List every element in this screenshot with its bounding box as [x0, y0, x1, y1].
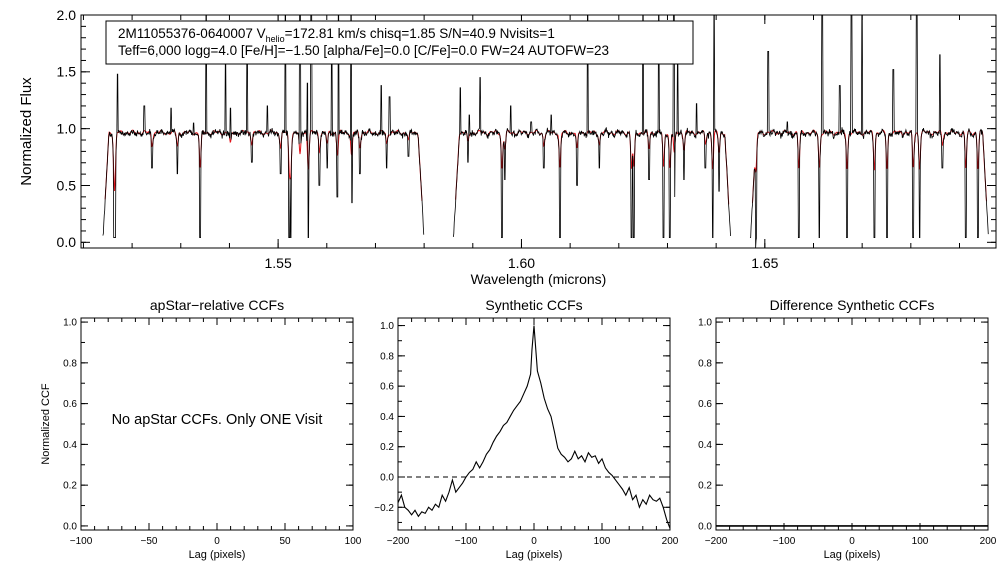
- apstar-ccf-panel: −100 −50 0 50 100 0.0 0.2 0.4 0.6 0.8 1.0 apStar−re…: [40, 297, 362, 561]
- x-tick-label: 100: [594, 536, 611, 547]
- y-tick-label: 0.5: [57, 177, 77, 193]
- x-tick-label: 1.55: [264, 255, 291, 271]
- synthetic-ccf-axes: −200 −100 0 100 200 −0.2 0.0 0.2 0.4 0.6 0.8 1.0 Syn…: [374, 297, 679, 561]
- apstar_ccf-title: apStar−relative CCFs: [150, 297, 284, 313]
- y-tick-label: 0.2: [63, 481, 77, 492]
- x-tick-label: −100: [455, 536, 478, 547]
- spectrum-panel: 1.55 1.60 1.65 0.0 0.5 1.0 1.5 2.0 Wavelength (m…: [18, 7, 997, 287]
- y-tick-label: 1.0: [380, 321, 394, 332]
- x-tick-label: 1.60: [508, 255, 535, 271]
- info-box-frame: [105, 20, 694, 65]
- apstar_ccf-xlabel: Lag (pixels): [189, 549, 246, 561]
- observed-spectrum-chip-3: [749, 14, 989, 249]
- y-tick-label: 0.8: [698, 358, 712, 369]
- difference-ccf-axes: −200 −100 0 100 200 0.0 0.2 0.4 0.6 0.8 1.0 Differe…: [698, 297, 997, 561]
- info-line-1: 2M11055376-0640007 Vhelio=172.81 km/s ch…: [118, 26, 555, 44]
- y-tick-label: 0.8: [380, 351, 394, 362]
- observed-spectrum-chip-1: [102, 14, 425, 238]
- info-box: 2M11055376-0640007 Vhelio=172.81 km/s ch…: [105, 20, 694, 65]
- y-tick-label: 0.2: [698, 481, 712, 492]
- y-tick-label: 0.4: [63, 440, 77, 451]
- y-tick-label: 0.6: [63, 399, 77, 410]
- y-tick-label: 0.0: [57, 234, 77, 250]
- x-tick-label: −50: [141, 536, 158, 547]
- y-tick-label: 0.0: [63, 521, 77, 532]
- y-tick-label: 0.0: [698, 521, 712, 532]
- spectrum-axes: 1.55 1.60 1.65 0.0 0.5 1.0 1.5 2.0 Wavelength (m…: [18, 7, 996, 287]
- y-tick-label: 0.4: [698, 440, 712, 451]
- x-tick-label: 0: [531, 536, 537, 547]
- y-tick-label: 0.6: [698, 399, 712, 410]
- x-tick-label: 1.65: [751, 255, 778, 271]
- spectrum-axes-frame: [80, 14, 997, 249]
- x-tick-label: 200: [662, 536, 679, 547]
- y-tick-label: 1.0: [57, 121, 77, 137]
- y-tick-label: 0.2: [380, 442, 394, 453]
- x-tick-label: −200: [387, 536, 410, 547]
- observed-spectrum-chip-2: [452, 14, 731, 238]
- y-tick-label: 0.4: [380, 412, 394, 423]
- spectrum-ylabel: Normalized Flux: [18, 77, 35, 186]
- x-tick-label: 100: [912, 536, 929, 547]
- y-tick-label: −0.2: [374, 503, 394, 514]
- x-tick-label: −200: [705, 536, 728, 547]
- synthetic-ccf-panel: −200 −100 0 100 200 −0.2 0.0 0.2 0.4 0.6 0.8 1.0 Syn…: [374, 297, 679, 561]
- x-tick-label: 0: [214, 536, 220, 547]
- y-tick-label: 2.0: [57, 7, 77, 23]
- x-tick-label: 200: [980, 536, 997, 547]
- x-tick-label: 0: [849, 536, 855, 547]
- synthetic-ccf-line: [397, 325, 671, 529]
- difference-ccf-panel: −200 −100 0 100 200 0.0 0.2 0.4 0.6 0.8 1.0 Differe…: [698, 297, 997, 561]
- x-tick-label: 50: [279, 536, 291, 547]
- apstar_ccf-ylabel: Normalized CCF: [40, 383, 52, 465]
- apstar-ccf-message: No apStar CCFs. Only ONE Visit: [112, 412, 323, 428]
- spectrum-xlabel: Wavelength (microns): [471, 271, 607, 287]
- difference_ccf-xlabel: Lag (pixels): [824, 549, 881, 561]
- y-tick-label: 0.8: [63, 358, 77, 369]
- y-tick-label: 1.0: [698, 318, 712, 329]
- observed-spectrum: [102, 14, 989, 249]
- difference_ccf-title: Difference Synthetic CCFs: [770, 297, 935, 313]
- synthetic-ccf-series: [397, 325, 671, 529]
- synthetic_ccf-xlabel: Lag (pixels): [506, 549, 563, 561]
- y-tick-label: 0.6: [380, 382, 394, 393]
- info-line-2: Teff=6,000 logg=4.0 [Fe/H]=−1.50 [alpha/…: [118, 43, 609, 58]
- y-tick-label: 1.5: [57, 64, 77, 80]
- x-tick-label: 100: [345, 536, 362, 547]
- y-tick-label: 1.0: [63, 318, 77, 329]
- x-tick-label: −100: [773, 536, 796, 547]
- apstar-ccf-axes: −100 −50 0 50 100 0.0 0.2 0.4 0.6 0.8 1.0 apStar−re…: [40, 297, 362, 561]
- synthetic_ccf-title: Synthetic CCFs: [485, 297, 582, 313]
- x-tick-label: −100: [70, 536, 93, 547]
- y-tick-label: 0.0: [380, 473, 394, 484]
